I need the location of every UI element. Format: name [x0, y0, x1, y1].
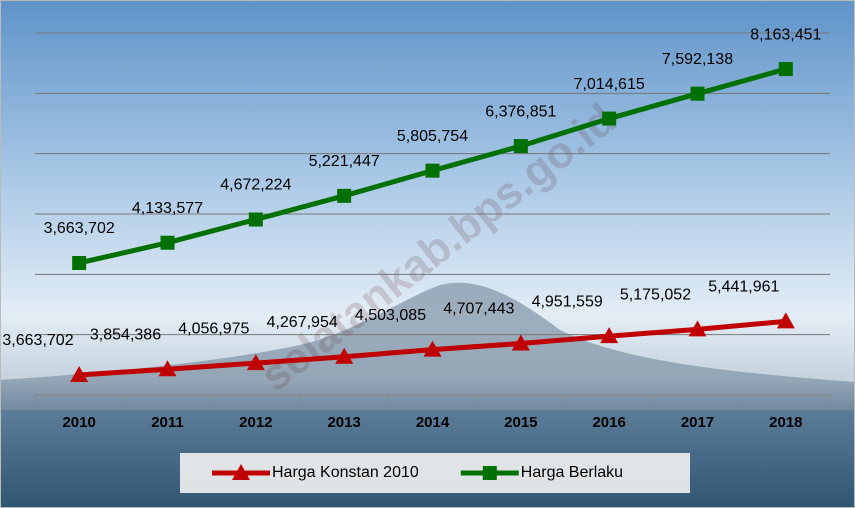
x-tick-label: 2014: [416, 414, 450, 431]
data-point: [337, 188, 352, 203]
data-point: [335, 347, 354, 364]
data-label: 4,672,224: [220, 177, 291, 194]
x-tick-label: 2011: [151, 414, 184, 431]
data-point: [160, 235, 175, 250]
legend-label: Harga Konstan 2010: [272, 464, 419, 481]
data-label: 4,951,559: [532, 293, 603, 310]
x-tick-label: 2015: [504, 414, 537, 431]
data-label: 5,175,052: [620, 287, 691, 304]
data-point: [690, 86, 705, 101]
data-label: 5,805,754: [397, 128, 468, 145]
data-label: 5,221,447: [309, 153, 380, 170]
legend-marker: [482, 466, 497, 480]
data-label: 4,056,975: [178, 320, 249, 337]
mountain: [0, 282, 855, 410]
data-point: [776, 312, 795, 329]
data-point: [602, 111, 617, 126]
data-point: [425, 163, 440, 178]
data-label: 4,707,443: [443, 301, 514, 318]
data-point: [72, 255, 87, 270]
legend-label: Harga Berlaku: [521, 464, 623, 481]
x-tick-label: 2016: [592, 414, 625, 431]
data-label: 8,163,451: [750, 26, 821, 43]
data-label: 4,503,085: [355, 307, 426, 324]
data-label: 4,267,954: [267, 314, 338, 331]
data-point: [158, 360, 177, 377]
x-tick-label: 2017: [681, 414, 714, 431]
data-point: [423, 340, 442, 357]
data-label: 7,592,138: [662, 51, 733, 68]
data-label: 3,854,386: [90, 326, 161, 343]
legend-marker: [232, 464, 250, 480]
data-label: 6,376,851: [485, 103, 556, 120]
data-point: [246, 354, 265, 371]
x-tick-label: 2012: [239, 414, 272, 431]
data-point: [778, 62, 793, 77]
x-tick-label: 2013: [327, 414, 360, 431]
data-point: [688, 320, 707, 337]
x-tick-label: 2010: [62, 414, 95, 431]
data-label: 7,014,615: [574, 76, 645, 93]
data-point: [513, 139, 528, 154]
data-label: 3,663,702: [44, 220, 115, 237]
data-label: 4,133,577: [132, 200, 203, 217]
data-point: [70, 365, 89, 382]
data-label: 3,663,702: [2, 332, 73, 349]
data-label: 5,441,961: [708, 279, 779, 296]
data-point: [511, 334, 530, 351]
data-point: [600, 327, 619, 344]
x-tick-label: 2018: [769, 414, 802, 431]
data-point: [248, 212, 263, 227]
